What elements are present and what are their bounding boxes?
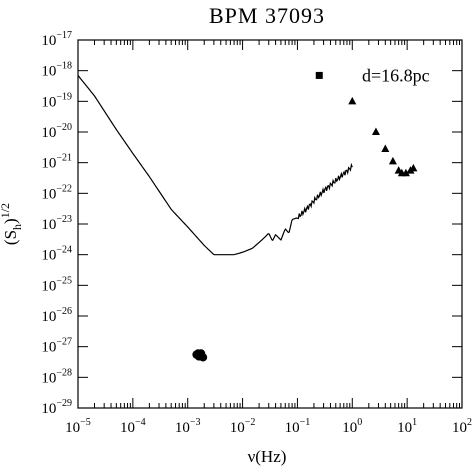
plot-area — [77, 71, 418, 362]
chart-title: BPM 37093 — [209, 3, 325, 28]
y-tick-label: 10−29 — [41, 398, 72, 417]
x-tick-label: 10−5 — [65, 417, 91, 436]
y-tick-label: 10−24 — [41, 245, 72, 264]
triangle-point — [409, 163, 418, 172]
x-axis-title: ν(Hz) — [248, 447, 287, 466]
triangle-point — [381, 144, 390, 152]
x-tick-label: 10−4 — [120, 417, 146, 436]
y-tick-label: 10−22 — [41, 183, 72, 202]
distance-annotation: d=16.8pc — [362, 65, 430, 85]
y-axis-title: (Sh)1/2 — [0, 203, 24, 245]
y-tick-label: 10−17 — [41, 30, 72, 49]
y-tick-label: 10−28 — [41, 367, 72, 386]
triangle-point — [371, 127, 380, 135]
y-tick-label: 10−21 — [41, 153, 72, 172]
y-tick-label: 10−19 — [41, 91, 72, 110]
x-tick-label: 10−3 — [175, 417, 201, 436]
y-tick-label: 10−25 — [41, 275, 72, 294]
x-tick-label: 102 — [452, 417, 472, 436]
square-point — [315, 71, 323, 79]
x-tick-label: 100 — [342, 417, 362, 436]
y-axis-ticks: 10−17 10−18 10−19 10−20 10−21 10−22 10−23 10−24… — [41, 30, 462, 417]
y-axis-title-text: (Sh)1/2 — [0, 203, 24, 245]
x-axis-ticks: 10−5 10−4 10−3 10−2 10−1 100 101 102 — [65, 40, 472, 436]
y-tick-label: 10−26 — [41, 306, 72, 325]
x-tick-label: 10−2 — [230, 417, 256, 436]
triangle-point — [348, 96, 357, 105]
triangle-point — [388, 156, 397, 165]
sensitivity-curve — [77, 75, 353, 256]
x-tick-label: 101 — [397, 417, 417, 436]
circle-point — [196, 351, 205, 360]
y-tick-label: 10−18 — [41, 61, 72, 80]
plot-frame — [77, 39, 463, 409]
y-tick-label: 10−23 — [41, 214, 72, 233]
x-tick-label: 10−1 — [285, 417, 311, 436]
y-tick-label: 10−20 — [41, 122, 72, 141]
y-tick-label: 10−27 — [41, 337, 72, 356]
triangle-point — [401, 168, 410, 177]
